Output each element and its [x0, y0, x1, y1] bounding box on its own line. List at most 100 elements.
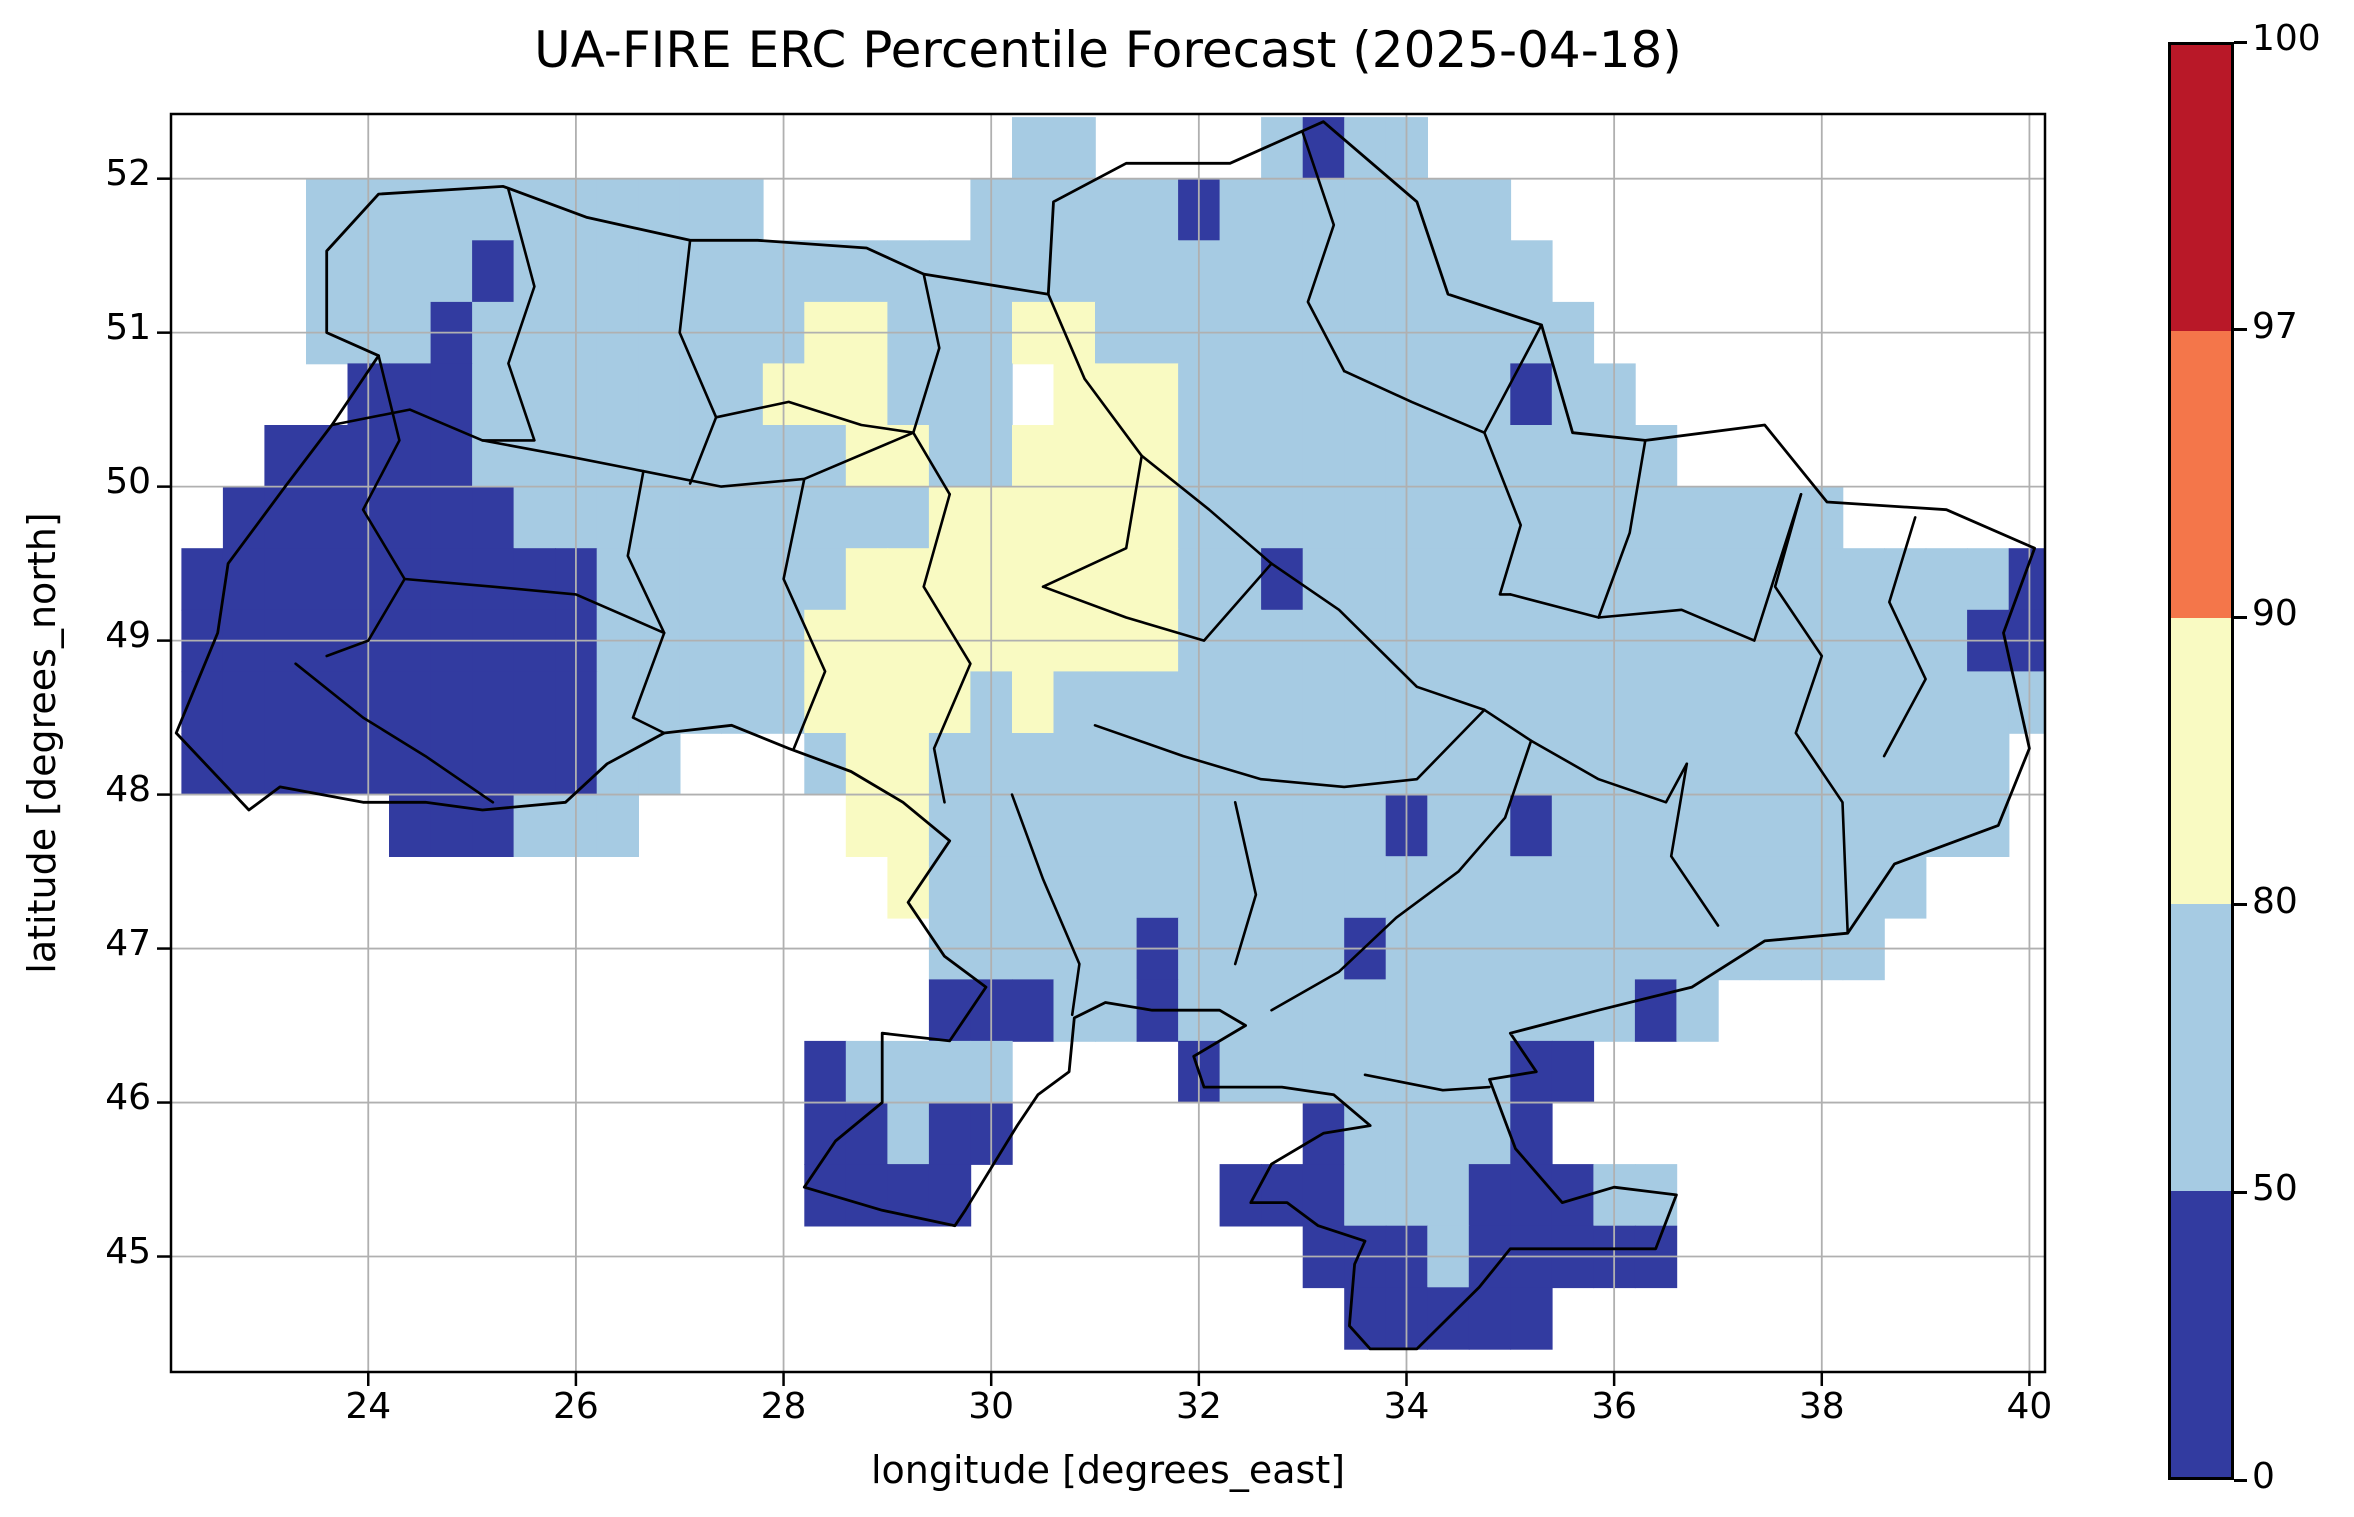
grid-cell	[1510, 671, 1553, 734]
grid-cell	[472, 486, 515, 549]
grid-cell	[1967, 794, 2010, 857]
grid-cell	[1427, 1164, 1470, 1227]
grid-cell	[887, 363, 930, 426]
grid-cell	[845, 425, 889, 488]
grid-cell	[1427, 548, 1470, 611]
grid-cell	[1468, 979, 1512, 1042]
grid-cell	[1634, 856, 1678, 919]
grid-cell	[472, 548, 515, 611]
grid-cell	[1427, 794, 1470, 857]
grid-cell	[887, 794, 930, 857]
grid-cell	[1219, 548, 1262, 611]
grid-cell	[804, 486, 847, 549]
grid-cell	[1012, 979, 1055, 1042]
grid-cell	[1344, 794, 1387, 857]
grid-cell	[513, 486, 556, 549]
grid-cell	[1925, 733, 1968, 796]
grid-cell	[1718, 486, 1761, 549]
grid-cell	[1634, 979, 1678, 1042]
grid-cell	[1344, 178, 1387, 242]
x-tick-label: 40	[2006, 1386, 2053, 1427]
grid-cell	[1261, 1164, 1304, 1227]
grid-cell	[1302, 1164, 1345, 1227]
grid-cell	[928, 548, 972, 611]
grid-cell	[1551, 486, 1595, 549]
plot-area: 24 26 28 30 32 34 36 38 40 45 46 47 48 49 50 51 52	[105, 112, 2052, 1427]
grid-cell	[1344, 1102, 1387, 1165]
grid-cell	[1219, 671, 1262, 734]
grid-cell	[1053, 178, 1096, 242]
grid-cell	[1261, 117, 1304, 180]
grid-cell	[1136, 486, 1179, 549]
colorbar-tick-mark	[2234, 615, 2247, 619]
grid-cell	[721, 486, 764, 549]
grid-cell	[1012, 178, 1055, 242]
grid-cell	[1219, 979, 1262, 1042]
grid-cell	[1053, 117, 1096, 180]
grid-cell	[1053, 856, 1096, 919]
oblast-boundary-line	[330, 408, 915, 488]
grid-cell	[1510, 794, 1553, 857]
grid-cell	[472, 425, 515, 488]
grid-cell	[887, 671, 930, 734]
grid-cell	[306, 425, 349, 488]
grid-cell	[1136, 794, 1179, 857]
grid-cell	[1219, 425, 1262, 488]
grid-cell	[1012, 486, 1055, 549]
grid-cell	[1967, 733, 2010, 796]
grid-cell	[1718, 671, 1761, 734]
grid-cell	[1468, 178, 1512, 242]
grid-cell	[1344, 486, 1387, 549]
grid-cell	[1427, 733, 1470, 796]
grid-cell	[845, 1102, 889, 1165]
grid-cell	[845, 1164, 889, 1227]
grid-cell	[1344, 548, 1387, 611]
oblast-boundary-line	[1882, 516, 1927, 758]
grid-cell	[1219, 733, 1262, 796]
grid-cell	[721, 178, 764, 242]
grid-cell	[1884, 671, 1927, 734]
grid-cell	[1219, 240, 1262, 303]
grid-cell	[679, 671, 722, 734]
grid-cell	[1634, 794, 1678, 857]
grid-cell	[1095, 240, 1138, 303]
grid-cell	[1759, 856, 1802, 919]
grid-cell	[1012, 425, 1055, 488]
x-tick-label: 36	[1591, 1386, 1638, 1427]
grid-cell	[430, 363, 473, 426]
grid-cell	[1510, 363, 1553, 426]
grid-cell	[472, 240, 515, 303]
grid-cell	[1510, 1287, 1553, 1350]
grid-cell	[928, 856, 972, 919]
grid-cell	[430, 240, 473, 303]
grid-cell	[1468, 425, 1512, 488]
grid-cell	[1302, 671, 1345, 734]
colorbar-segment	[2171, 1190, 2231, 1478]
grid-cell	[1884, 794, 1927, 857]
grid-cell	[264, 486, 307, 549]
oblast-boundary-line	[1041, 562, 1273, 642]
grid-cell	[430, 425, 473, 488]
grid-cell	[1925, 794, 1968, 857]
grid-cell	[1510, 240, 1553, 303]
oblast-boundary-line	[481, 188, 536, 442]
colorbar-tick-label: 90	[2252, 593, 2298, 635]
grid-cell	[1634, 671, 1678, 734]
grid-cell	[1302, 794, 1345, 857]
grid-cell	[1468, 856, 1512, 919]
colorbar-tick-mark	[2234, 40, 2247, 44]
grid-cell	[389, 733, 432, 796]
oblast-boundary-line	[1597, 439, 1647, 619]
grid-cell	[804, 425, 847, 488]
grid-cell	[1302, 486, 1345, 549]
y-tick-label: 50	[105, 460, 151, 502]
grid-cell	[306, 671, 349, 734]
grid-cell	[596, 240, 639, 303]
grid-cell	[1095, 425, 1138, 488]
grid-cell	[1510, 1164, 1553, 1227]
oblast-boundary-line	[714, 400, 915, 435]
grid-cell	[1718, 856, 1761, 919]
grid-cell	[1634, 548, 1678, 611]
grid-cell	[845, 240, 889, 303]
